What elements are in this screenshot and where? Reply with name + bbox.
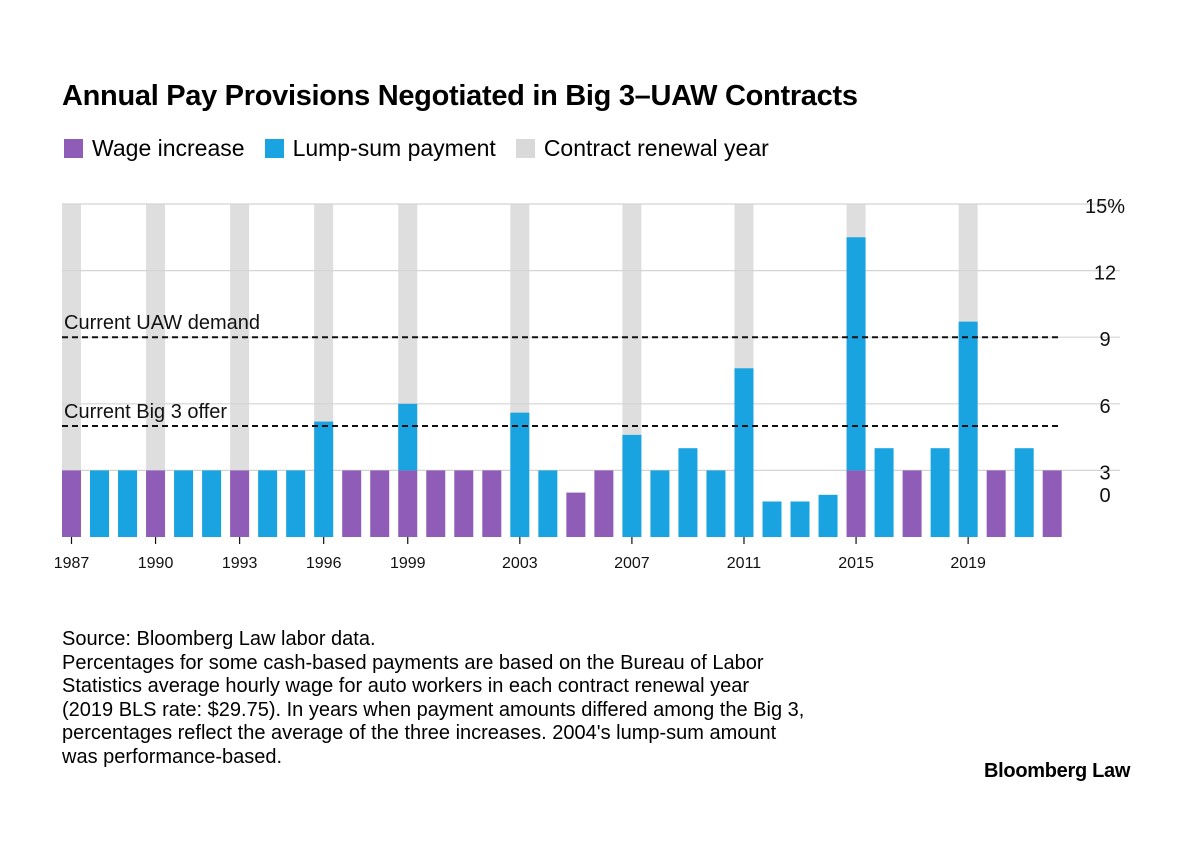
bar-lump-sum	[258, 470, 278, 537]
bar-lump-sum	[286, 470, 306, 537]
bar-wage-increase	[1042, 470, 1062, 537]
footnote-line: was performance-based.	[62, 745, 283, 768]
bar-wage-increase	[370, 470, 390, 537]
bar-lump-sum	[622, 434, 642, 537]
bar-lump-sum	[538, 470, 558, 537]
bar-lump-sum	[314, 421, 334, 537]
bar-lump-sum	[706, 470, 726, 537]
reference-line-label: Current UAW demand	[64, 312, 260, 334]
bar-wage-increase	[342, 470, 362, 537]
bar-lump-sum	[90, 470, 110, 537]
bar-chart: 03 6 9 12 15% Current UAW demand Current Big 3…	[54, 196, 1126, 572]
bar-wage-increase	[594, 470, 614, 537]
legend-label-lump-sum: Lump-sum payment	[292, 135, 496, 161]
footnote-line: percentages reflect the average of the t…	[62, 722, 777, 744]
y-tick-label: 15%	[1085, 196, 1125, 218]
legend-swatch-lump-sum	[264, 139, 284, 158]
bar-lump-sum	[790, 501, 810, 537]
bar-lump-sum	[650, 470, 670, 537]
x-tick-label: 1987	[54, 555, 90, 572]
footnote-line: (2019 BLS rate: $29.75). In years when p…	[62, 698, 805, 721]
legend-item-wage: Wage increase	[64, 135, 245, 162]
x-tick-label: 2011	[727, 555, 762, 572]
y-tick-label: 9	[1099, 329, 1110, 351]
bar-lump-sum	[1014, 448, 1034, 537]
bar-wage-increase	[846, 470, 866, 537]
bar-lump-sum	[510, 412, 530, 537]
bar-wage-increase	[230, 470, 250, 537]
y-tick-label: 0	[1099, 485, 1110, 507]
footnote-line: Percentages for some cash-based payments…	[62, 651, 764, 674]
x-tick-label: 1996	[306, 555, 342, 572]
bar-wage-increase	[454, 470, 474, 537]
x-tick-label: 1990	[138, 555, 174, 572]
bar-lump-sum	[818, 494, 838, 537]
bar-lump-sum	[874, 448, 894, 537]
y-tick-label: 6	[1099, 396, 1110, 418]
footnote: Source: Bloomberg Law labor data. Percen…	[62, 628, 962, 769]
bar-lump-sum	[202, 470, 222, 537]
bar-wage-increase	[566, 492, 586, 537]
renewal-year-column	[230, 204, 250, 537]
bar-lump-sum	[846, 237, 866, 471]
bar-wage-increase	[986, 470, 1006, 537]
bar-wage-increase	[146, 470, 166, 537]
chart-title: Annual Pay Provisions Negotiated in Big …	[62, 80, 858, 112]
bar-wage-increase	[482, 470, 502, 537]
footnote-source: Source: Bloomberg Law labor data.	[62, 628, 376, 650]
bar-lump-sum	[118, 470, 138, 537]
bar-lump-sum	[398, 403, 418, 471]
legend-item-lump-sum: Lump-sum payment	[264, 135, 496, 162]
footnote-line: Statistics average hourly wage for auto …	[62, 675, 750, 697]
bar-lump-sum	[734, 368, 754, 537]
x-tick-label: 2003	[502, 555, 538, 572]
legend-label-renewal: Contract renewal year	[543, 135, 769, 161]
x-tick-label: 1999	[390, 555, 426, 572]
bar-lump-sum	[958, 321, 978, 537]
legend-item-renewal: Contract renewal year	[515, 135, 769, 162]
legend-label-wage: Wage increase	[92, 135, 245, 161]
renewal-year-column	[62, 204, 81, 537]
bar-lump-sum	[930, 448, 950, 537]
y-tick-label: 12	[1094, 263, 1116, 285]
brand-logo: Bloomberg Law	[984, 760, 1131, 782]
reference-line-label: Current Big 3 offer	[64, 401, 227, 423]
legend-swatch-wage	[64, 139, 83, 158]
y-tick-label: 3	[1099, 462, 1110, 484]
renewal-year-column	[146, 204, 166, 537]
x-tick-label: 2007	[614, 555, 650, 572]
bar-lump-sum	[762, 501, 782, 537]
legend: Wage increase Lump-sum payment Contract …	[64, 135, 789, 162]
x-tick-label: 1993	[222, 555, 258, 572]
bar-wage-increase	[398, 470, 418, 537]
legend-swatch-renewal	[515, 139, 535, 158]
bar-wage-increase	[902, 470, 922, 537]
bar-wage-increase	[426, 470, 446, 537]
x-tick-label: 2015	[838, 555, 874, 572]
bar-lump-sum	[174, 470, 194, 537]
bar-lump-sum	[678, 448, 698, 537]
x-tick-label: 2019	[950, 555, 986, 572]
bar-wage-increase	[62, 470, 81, 537]
